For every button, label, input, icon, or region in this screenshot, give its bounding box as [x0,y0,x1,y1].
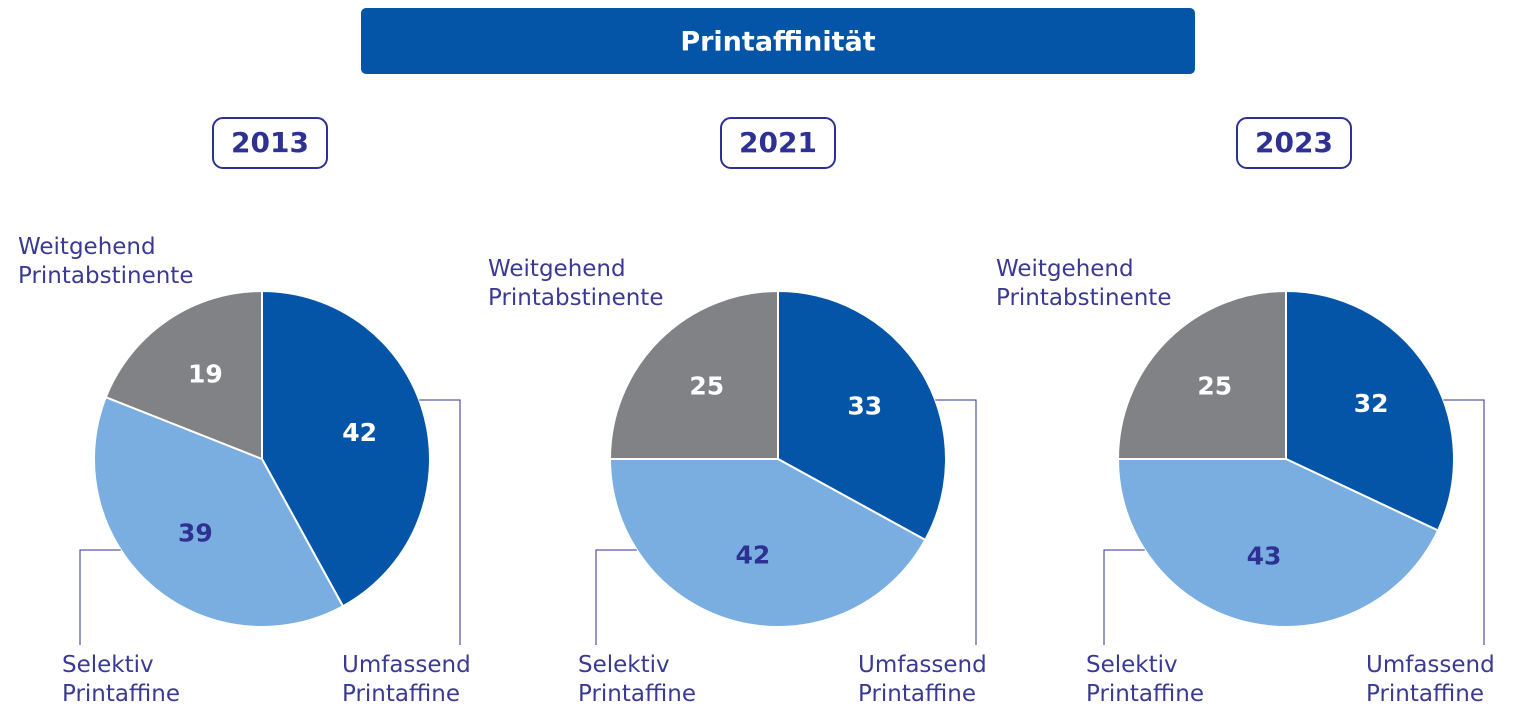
value-label: 32 [1354,389,1389,418]
pie-title: 2013 [231,126,309,159]
leader-line [1103,549,1145,645]
year-box [212,117,328,169]
pie-slice [261,289,432,608]
year-box [720,117,836,169]
value-label: 42 [342,418,377,447]
year-box [1236,117,1352,169]
category-label: Selektiv Printaffine [1086,652,1204,707]
value-label: 25 [1197,372,1232,401]
value-label: 19 [188,360,223,389]
pie-slice [1116,289,1287,460]
category-label: Umfassend Printaffine [1366,652,1495,707]
pie-slice [93,395,345,629]
category-label: Umfassend Printaffine [342,652,471,707]
pie-slice [104,289,263,461]
title-bar [361,8,1195,74]
value-label: 33 [847,392,882,421]
leader-line [79,549,121,645]
chart-title: Printaffinität [680,27,875,58]
category-label: Selektiv Printaffine [578,652,696,707]
pie-slice [777,289,948,542]
pie-slice [608,289,779,460]
value-label: 25 [689,372,724,401]
pie-title: 2023 [1255,126,1333,159]
category-label: Selektiv Printaffine [62,652,180,707]
value-label: 43 [1247,541,1282,570]
leader-line [595,549,637,645]
pie-slice [1116,458,1440,628]
leader-line [419,399,461,645]
value-label: 39 [178,519,213,548]
value-label: 42 [736,541,771,570]
category-label: Weitgehend Printabstinente [488,256,664,311]
pie-slice [1285,289,1455,532]
category-label: Weitgehend Printabstinente [996,256,1172,311]
category-label: Umfassend Printaffine [858,652,987,707]
category-label: Weitgehend Printabstinente [18,234,194,289]
pie-slice [608,458,927,629]
leader-line [935,399,977,645]
leader-line [1443,399,1485,645]
pie-title: 2021 [739,126,817,159]
